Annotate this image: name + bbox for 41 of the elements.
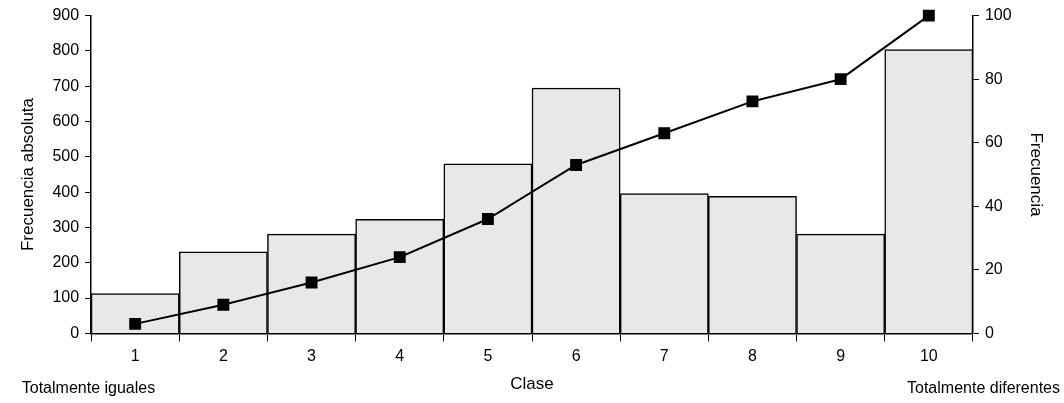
y-tick-label: 0 bbox=[70, 323, 80, 341]
y-tick-label: 800 bbox=[52, 41, 80, 59]
point bbox=[570, 159, 583, 171]
x-tick-label: 2 bbox=[218, 347, 228, 365]
y2-tick-label: 20 bbox=[984, 260, 1003, 278]
y-tick-label: 300 bbox=[52, 217, 80, 235]
y-axis-title: Frecuencia absoluta bbox=[17, 97, 37, 252]
y2-axis-title: Frecuencia bbox=[1027, 132, 1047, 218]
text: Totalmente diferentes bbox=[907, 379, 1060, 396]
y2-tick-label: 100 bbox=[984, 6, 1012, 24]
y2-tick-label: 60 bbox=[984, 133, 1003, 151]
x-axis-title: Clase bbox=[510, 374, 554, 394]
x-tick-label: 6 bbox=[571, 347, 581, 365]
y2-tick-label: 0 bbox=[984, 323, 994, 341]
y-tick-label: 700 bbox=[52, 76, 80, 94]
point bbox=[746, 95, 759, 108]
y-tick-label: 500 bbox=[52, 147, 80, 165]
point bbox=[129, 317, 142, 330]
y-tick-label: 200 bbox=[52, 253, 80, 271]
y2-tick-label: 80 bbox=[984, 69, 1003, 87]
y2-tick-label: 40 bbox=[984, 196, 1003, 214]
x-tick-label: 4 bbox=[395, 347, 405, 365]
x-tick-label: 5 bbox=[483, 347, 493, 365]
point bbox=[217, 298, 230, 311]
y-tick-label: 900 bbox=[52, 6, 80, 24]
x-tick-label: 8 bbox=[748, 347, 757, 365]
point bbox=[658, 127, 671, 140]
y-tick-label: 400 bbox=[52, 182, 80, 200]
x-tick-label: 7 bbox=[659, 347, 669, 365]
x-tick-label: 10 bbox=[919, 347, 938, 365]
y-tick-label: 100 bbox=[52, 288, 80, 306]
x-tick-label: 3 bbox=[307, 347, 317, 365]
point bbox=[305, 276, 318, 289]
point bbox=[393, 251, 406, 264]
point bbox=[922, 9, 935, 22]
point bbox=[481, 213, 494, 225]
x-tick-label: 1 bbox=[130, 347, 140, 365]
x-tick-label: 9 bbox=[836, 347, 846, 365]
text: Totalmente iguales bbox=[21, 379, 156, 396]
point bbox=[834, 73, 847, 86]
y-tick-label: 600 bbox=[52, 111, 80, 129]
